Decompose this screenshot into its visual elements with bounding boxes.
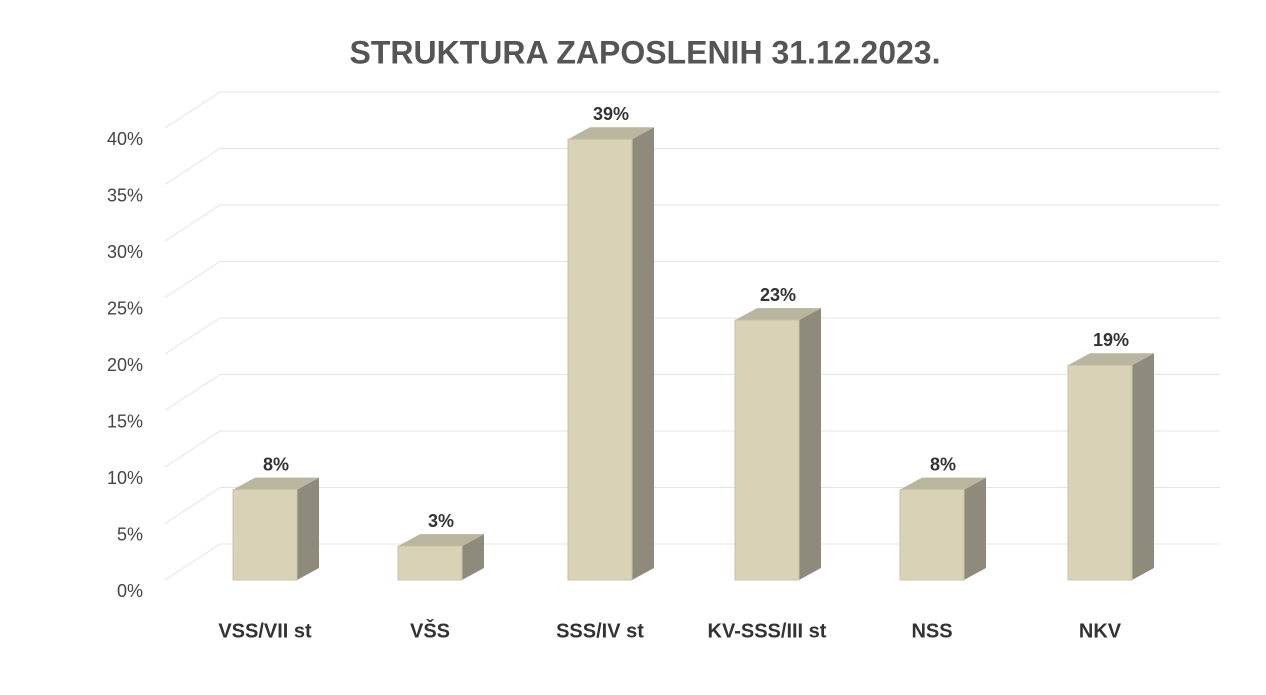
data-label: 39% xyxy=(593,104,629,124)
y-tick-label: 0% xyxy=(117,581,143,601)
x-tick-label: KV-SSS/III st xyxy=(708,620,827,642)
y-tick-label: 35% xyxy=(107,185,143,205)
grid-line xyxy=(164,543,1220,581)
x-tick-label: VSS/VII st xyxy=(218,620,312,642)
bar-top xyxy=(735,308,821,321)
grid-line xyxy=(164,317,1220,355)
y-tick-label: 25% xyxy=(107,298,143,318)
grid-line xyxy=(164,487,1220,524)
bar xyxy=(734,319,800,581)
grid-line xyxy=(164,148,1220,185)
bar xyxy=(1067,364,1133,581)
bar-side xyxy=(297,477,319,580)
bar-top xyxy=(900,477,986,490)
bar-side xyxy=(964,477,986,580)
chart-title: STRUKTURA ZAPOSLENIH 31.12.2023. xyxy=(350,34,941,70)
y-tick-label: 30% xyxy=(107,242,143,262)
grid-line xyxy=(164,430,1220,468)
y-tick-label: 10% xyxy=(107,468,143,488)
x-tick-label: SSS/IV st xyxy=(556,620,644,642)
bar-top xyxy=(1068,353,1154,366)
y-tick-label: 5% xyxy=(117,524,143,544)
bar xyxy=(232,489,298,581)
bar-side xyxy=(462,534,484,580)
y-tick-label: 15% xyxy=(107,411,143,431)
bar-side xyxy=(632,127,654,581)
x-tick-label: NKV xyxy=(1079,620,1122,642)
grid-line xyxy=(164,261,1220,298)
data-label: 8% xyxy=(930,454,956,474)
bar xyxy=(567,138,633,581)
data-label: 19% xyxy=(1093,330,1129,350)
bar-side xyxy=(1132,353,1154,580)
data-label: 8% xyxy=(263,454,289,474)
bar xyxy=(397,545,463,581)
data-label: 3% xyxy=(428,511,454,531)
bar-top xyxy=(233,477,319,490)
data-label: 23% xyxy=(760,285,796,305)
grid-line xyxy=(164,204,1220,242)
grid-line xyxy=(164,91,1220,129)
x-tick-label: NSS xyxy=(911,620,952,642)
y-tick-label: 20% xyxy=(107,355,143,375)
grid-line xyxy=(164,374,1220,411)
bar-top xyxy=(568,127,654,140)
bar-side xyxy=(799,308,821,580)
y-tick-label: 40% xyxy=(107,129,143,149)
bar-top xyxy=(398,534,484,547)
x-tick-label: VŠS xyxy=(410,618,450,642)
bar xyxy=(899,489,965,581)
